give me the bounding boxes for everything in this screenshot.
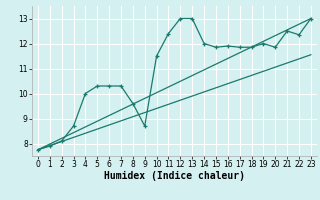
X-axis label: Humidex (Indice chaleur): Humidex (Indice chaleur) [104,171,245,181]
